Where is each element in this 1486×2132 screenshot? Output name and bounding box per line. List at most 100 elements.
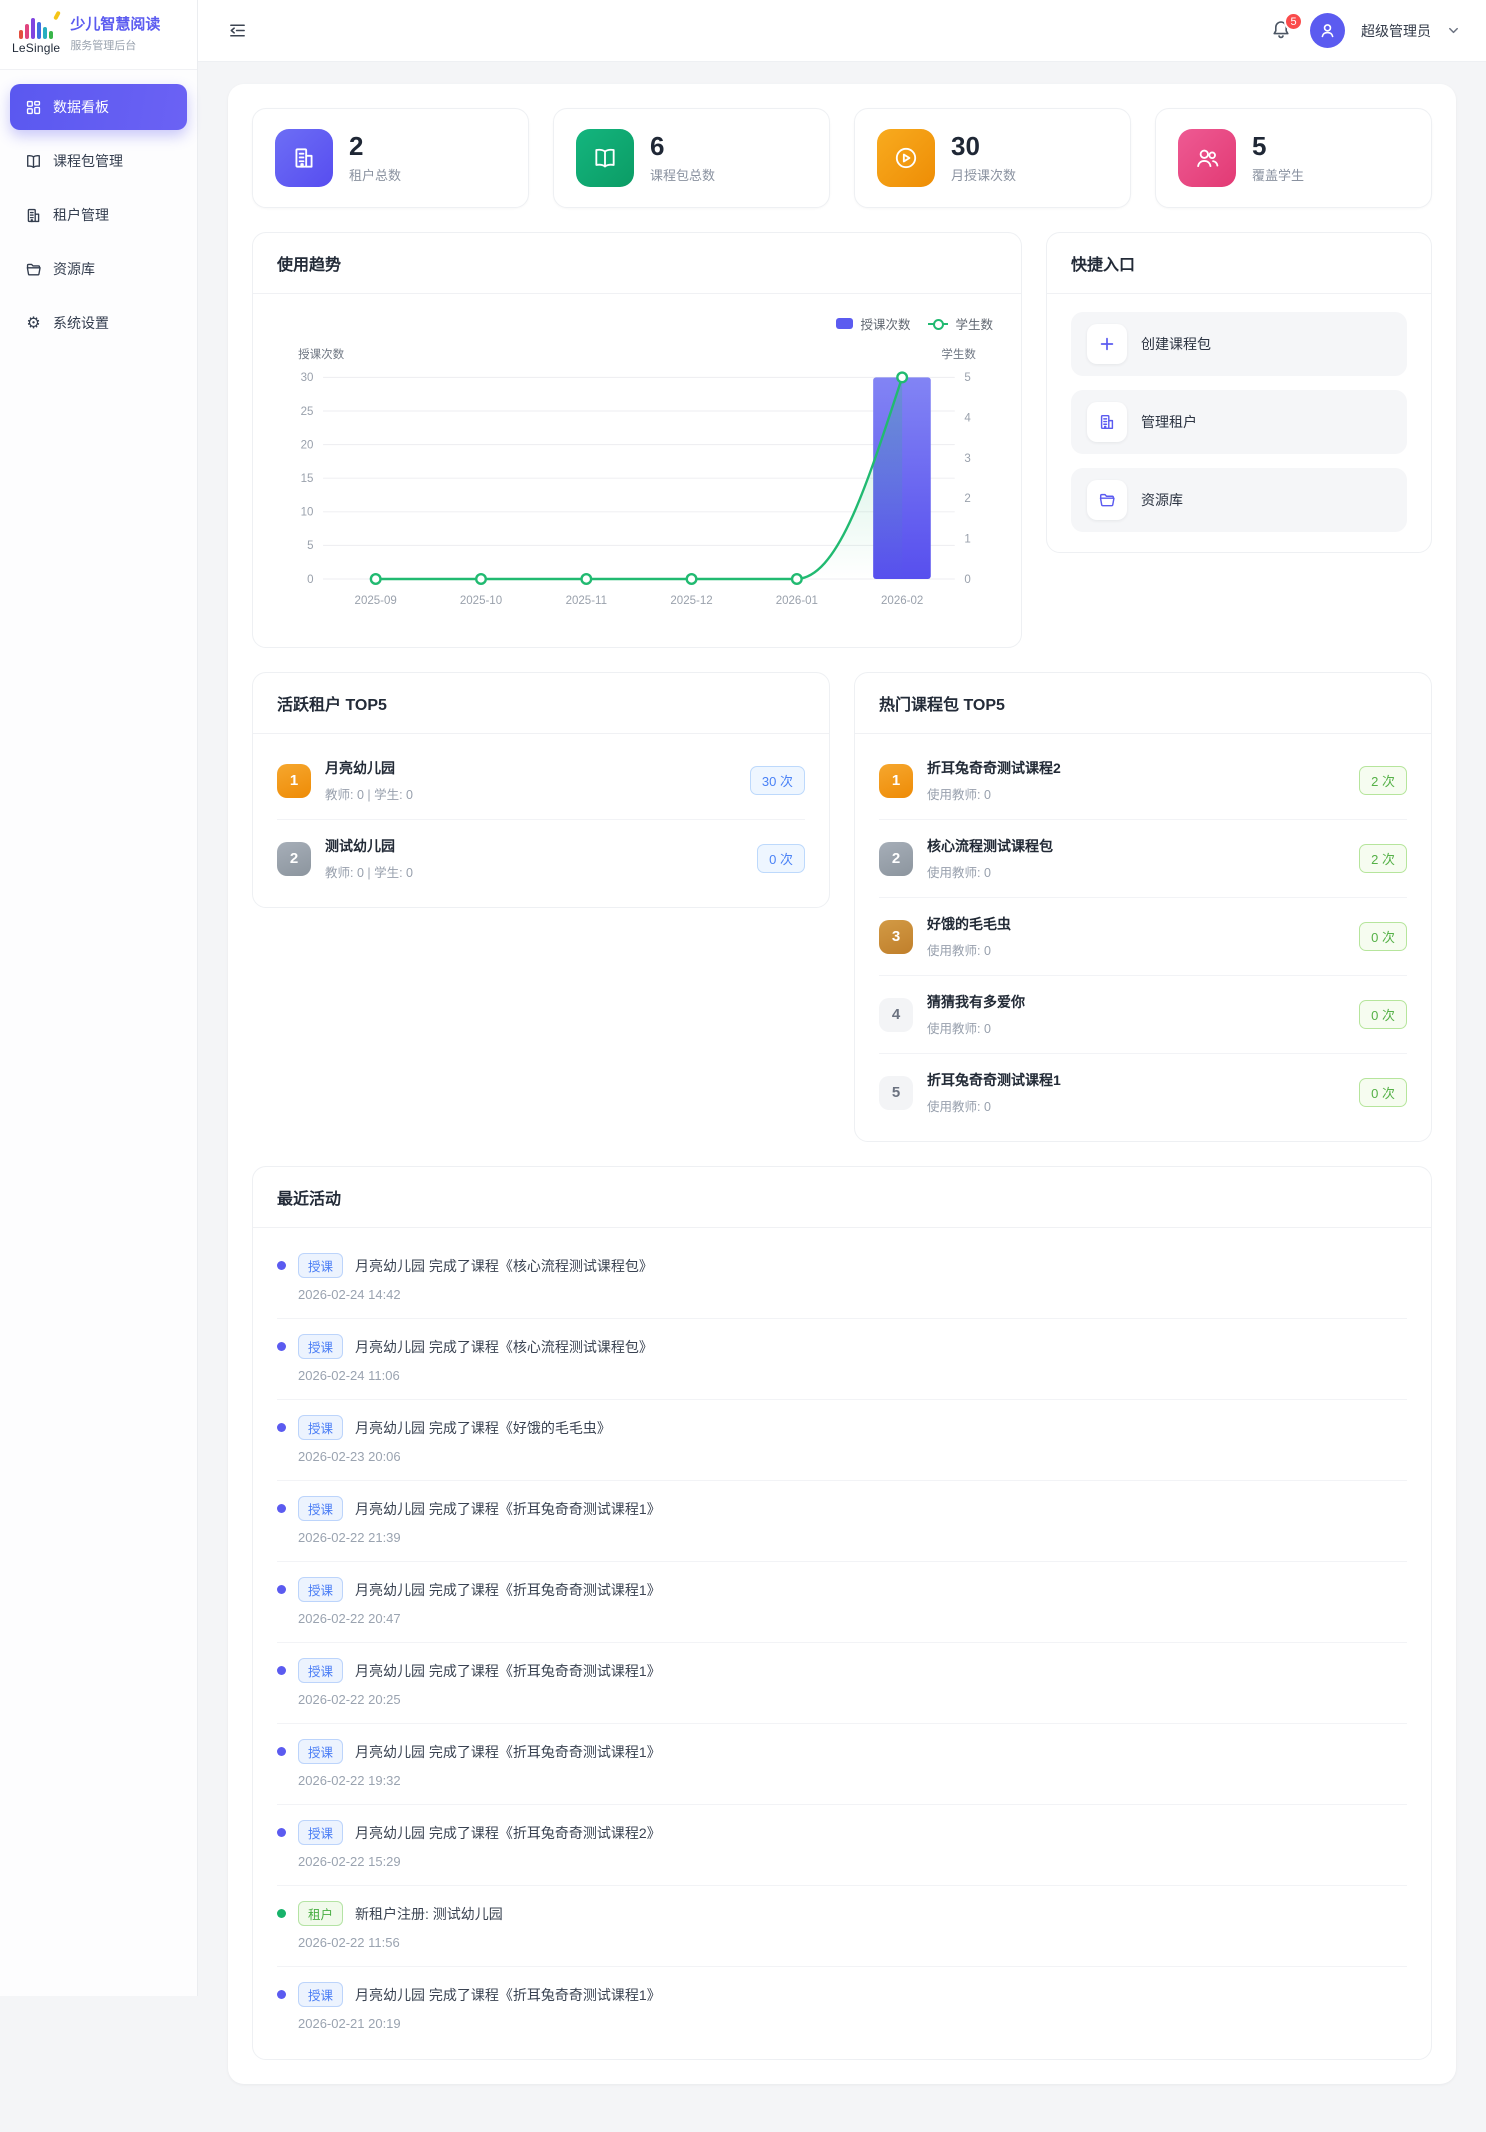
usage-count-badge: 0 次: [757, 844, 805, 873]
svg-text:15: 15: [301, 473, 314, 485]
recent-activity-panel: 最近活动 授课 月亮幼儿园 完成了课程《核心流程测试课程包》 2026-02-2…: [252, 1166, 1432, 2060]
svg-text:1: 1: [964, 534, 970, 546]
usage-count-badge: 2 次: [1359, 766, 1407, 795]
activity-text: 月亮幼儿园 完成了课程《好饿的毛毛虫》: [355, 1418, 611, 1438]
activity-item: 授课 月亮幼儿园 完成了课程《折耳兔奇奇测试课程1》 2026-02-21 20…: [277, 1967, 1407, 2039]
stat-card-students: 5 覆盖学生: [1155, 108, 1432, 208]
svg-text:20: 20: [301, 439, 314, 451]
stat-label: 课程包总数: [650, 165, 715, 184]
stat-cards: 2 租户总数 6 课程包总数 30 月授课次数: [252, 108, 1432, 208]
activity-dot: [277, 1342, 286, 1351]
activity-tag: 授课: [298, 1982, 343, 2007]
quick-entry-create-package[interactable]: 创建课程包: [1071, 312, 1407, 376]
svg-text:4: 4: [964, 413, 971, 425]
gear-icon: ⚙: [25, 315, 42, 332]
package-name: 好饿的毛毛虫: [927, 914, 1011, 934]
usage-count-badge: 30 次: [750, 766, 805, 795]
notification-count-badge: 5: [1284, 12, 1303, 31]
activity-dot: [277, 1666, 286, 1675]
app-subtitle: 服务管理后台: [70, 37, 160, 53]
quick-entry-label: 管理租户: [1141, 412, 1197, 432]
activity-time: 2026-02-23 20:06: [298, 1449, 1407, 1464]
sidebar-item-dashboard[interactable]: 数据看板: [10, 84, 187, 130]
stat-label: 月授课次数: [951, 165, 1016, 184]
svg-text:5: 5: [307, 540, 313, 552]
building-icon: [25, 207, 42, 224]
rank-badge: 4: [879, 998, 913, 1032]
activity-text: 月亮幼儿园 完成了课程《折耳兔奇奇测试课程1》: [355, 1580, 661, 1600]
activity-dot: [277, 1747, 286, 1756]
panel-title: 快捷入口: [1047, 233, 1431, 294]
activity-tag: 授课: [298, 1820, 343, 1845]
folder-icon: [1087, 480, 1127, 520]
sidebar: LeSingle 少儿智慧阅读 服务管理后台 数据看板 课程包管理 租户管理 资…: [0, 0, 198, 1996]
quick-entry-label: 创建课程包: [1141, 334, 1211, 354]
sidebar-item-settings[interactable]: ⚙ 系统设置: [10, 300, 187, 346]
legend-label: 学生数: [955, 314, 993, 333]
package-sub: 使用教师: 0: [927, 940, 1011, 959]
building-icon: [275, 129, 333, 187]
stat-card-monthly-lessons: 30 月授课次数: [854, 108, 1131, 208]
sidebar-collapse-button[interactable]: [224, 18, 250, 44]
package-rank-row: 5 折耳兔奇奇测试课程1 使用教师: 0 0 次: [879, 1054, 1407, 1121]
quick-entry-panel: 快捷入口 创建课程包 管理租户: [1046, 232, 1432, 553]
legend-bar-swatch: [836, 318, 853, 329]
activity-item: 授课 月亮幼儿园 完成了课程《折耳兔奇奇测试课程2》 2026-02-22 15…: [277, 1805, 1407, 1886]
main-content: 2 租户总数 6 课程包总数 30 月授课次数: [198, 62, 1486, 2132]
sidebar-item-tenants[interactable]: 租户管理: [10, 192, 187, 238]
activity-time: 2026-02-22 21:39: [298, 1530, 1407, 1545]
activity-text: 月亮幼儿园 完成了课程《核心流程测试课程包》: [355, 1337, 653, 1357]
activity-text: 月亮幼儿园 完成了课程《折耳兔奇奇测试课程1》: [355, 1661, 661, 1681]
book-icon: [25, 153, 42, 170]
stat-value: 6: [650, 132, 715, 161]
sidebar-item-resources[interactable]: 资源库: [10, 246, 187, 292]
chevron-down-icon[interactable]: [1447, 24, 1460, 37]
activity-item: 授课 月亮幼儿园 完成了课程《折耳兔奇奇测试课程1》 2026-02-22 21…: [277, 1481, 1407, 1562]
package-name: 折耳兔奇奇测试课程2: [927, 758, 1061, 778]
activity-time: 2026-02-22 19:32: [298, 1773, 1407, 1788]
package-rank-row: 3 好饿的毛毛虫 使用教师: 0 0 次: [879, 898, 1407, 976]
stat-value: 30: [951, 132, 1016, 161]
rank-badge: 5: [879, 1076, 913, 1110]
package-sub: 使用教师: 0: [927, 784, 1061, 803]
rank-badge: 2: [879, 842, 913, 876]
plus-icon: [1087, 324, 1127, 364]
sidebar-item-label: 资源库: [53, 259, 95, 279]
quick-entry-manage-tenants[interactable]: 管理租户: [1071, 390, 1407, 454]
legend-item-students[interactable]: 学生数: [928, 314, 993, 333]
package-name: 核心流程测试课程包: [927, 836, 1053, 856]
legend-label: 授课次数: [860, 314, 910, 333]
tenant-name: 月亮幼儿园: [325, 758, 413, 778]
package-sub: 使用教师: 0: [927, 1018, 1025, 1037]
sidebar-item-course-packages[interactable]: 课程包管理: [10, 138, 187, 184]
activity-dot: [277, 1261, 286, 1270]
svg-text:2025-09: 2025-09: [355, 595, 397, 607]
activity-tag: 授课: [298, 1415, 343, 1440]
usage-trend-chart: 授课次数 学生数 30 25 20 15 10: [277, 339, 997, 627]
rank-badge: 1: [277, 764, 311, 798]
activity-item: 授课 月亮幼儿园 完成了课程《核心流程测试课程包》 2026-02-24 11:…: [277, 1319, 1407, 1400]
sidebar-item-label: 系统设置: [53, 313, 109, 333]
activity-tag: 授课: [298, 1334, 343, 1359]
chart-legend: 授课次数 学生数: [277, 312, 997, 339]
quick-entry-label: 资源库: [1141, 490, 1183, 510]
quick-entry-resources[interactable]: 资源库: [1071, 468, 1407, 532]
tenant-name: 测试幼儿园: [325, 836, 413, 856]
legend-line-swatch: [928, 318, 948, 329]
activity-dot: [277, 1423, 286, 1432]
activity-dot: [277, 1990, 286, 1999]
notification-bell[interactable]: 5: [1270, 19, 1294, 43]
legend-item-lessons[interactable]: 授课次数: [836, 314, 910, 333]
usage-count-badge: 2 次: [1359, 844, 1407, 873]
activity-tag: 授课: [298, 1577, 343, 1602]
brand-logo-icon: LeSingle: [12, 15, 60, 55]
activity-time: 2026-02-22 15:29: [298, 1854, 1407, 1869]
user-avatar[interactable]: [1310, 13, 1345, 48]
svg-text:2025-12: 2025-12: [670, 595, 712, 607]
open-book-icon: [576, 129, 634, 187]
package-rank-row: 1 折耳兔奇奇测试课程2 使用教师: 0 2 次: [879, 742, 1407, 820]
building-icon: [1087, 402, 1127, 442]
package-sub: 使用教师: 0: [927, 862, 1053, 881]
activity-text: 月亮幼儿园 完成了课程《核心流程测试课程包》: [355, 1256, 653, 1276]
top-header: 5 超级管理员: [198, 0, 1486, 62]
